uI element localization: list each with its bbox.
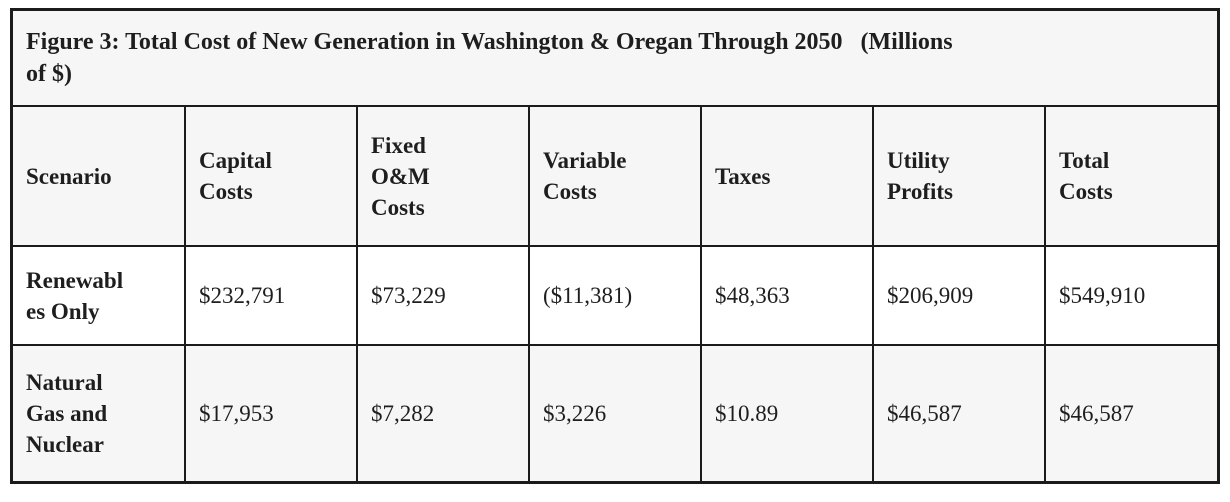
cell-renewables-utility-profits: $206,909: [872, 245, 1046, 346]
figure-title-line-1: Figure 3: Total Cost of New Generation i…: [26, 29, 953, 55]
cell-gas-nuclear-total-costs: $46,587: [1044, 344, 1217, 481]
cost-table: Scenario Capital Costs Fixed O&M Costs V…: [13, 107, 1217, 481]
cell-renewables-total-costs: $549,910: [1044, 245, 1217, 346]
column-header-scenario: Scenario: [13, 107, 186, 247]
cell-renewables-fixed-om-costs: $73,229: [356, 245, 530, 346]
column-header-utility-profits: Utility Profits: [872, 107, 1046, 247]
cell-gas-nuclear-capital-costs: $17,953: [184, 344, 358, 481]
cell-gas-nuclear-taxes: $10.89: [700, 344, 874, 481]
cell-gas-nuclear-variable-costs: $3,226: [528, 344, 702, 481]
column-header-total-costs: Total Costs: [1044, 107, 1217, 247]
figure-table: Figure 3: Total Cost of New Generation i…: [10, 8, 1220, 484]
cell-renewables-taxes: $48,363: [700, 245, 874, 346]
column-header-fixed-om-costs: Fixed O&M Costs: [356, 107, 530, 247]
cell-renewables-capital-costs: $232,791: [184, 245, 358, 346]
column-header-variable-costs: Variable Costs: [528, 107, 702, 247]
cell-gas-nuclear-utility-profits: $46,587: [872, 344, 1046, 481]
figure-title-line-2: of $): [26, 61, 72, 87]
cell-gas-nuclear-fixed-om-costs: $7,282: [356, 344, 530, 481]
cell-renewables-scenario: Renewabl es Only: [13, 245, 186, 346]
figure-title: Figure 3: Total Cost of New Generation i…: [13, 11, 1217, 107]
table-row-natural-gas-nuclear: Natural Gas and Nuclear $17,953 $7,282 $…: [13, 344, 1217, 481]
column-header-taxes: Taxes: [700, 107, 874, 247]
table-header-row: Scenario Capital Costs Fixed O&M Costs V…: [13, 107, 1217, 247]
table-row-renewables-only: Renewabl es Only $232,791 $73,229 ($11,3…: [13, 245, 1217, 346]
cell-renewables-variable-costs: ($11,381): [528, 245, 702, 346]
column-header-capital-costs: Capital Costs: [184, 107, 358, 247]
cell-gas-nuclear-scenario: Natural Gas and Nuclear: [13, 344, 186, 481]
